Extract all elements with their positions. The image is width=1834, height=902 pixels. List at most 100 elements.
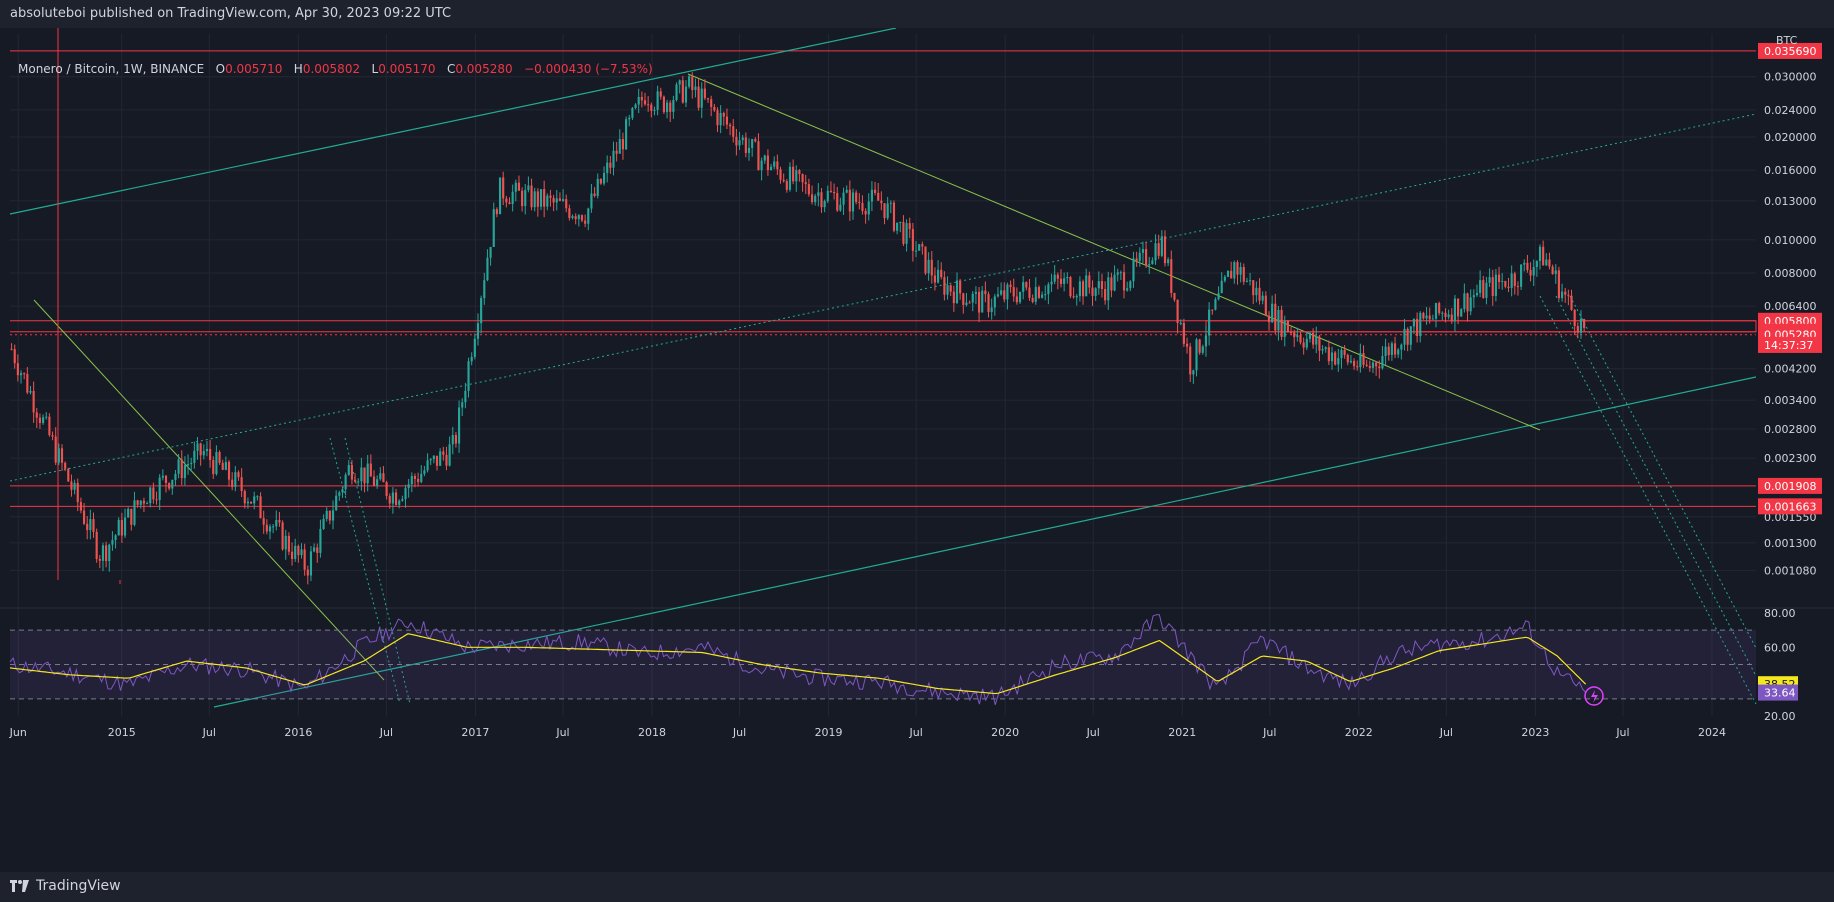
candle [1422,311,1425,320]
candle-body [918,244,921,251]
candle [703,79,706,101]
candle [864,208,867,224]
candle-body [1564,291,1567,295]
price-label-bg [1758,498,1822,515]
price-labels: 0.0356900.0058000.0053860.00528014:37:37… [1758,42,1822,701]
candle [1444,308,1447,323]
candle-body [136,500,139,505]
candle-body [700,88,703,108]
candle-body [218,452,221,463]
candle [1567,289,1570,306]
candle [1255,281,1258,303]
candle [1085,268,1088,297]
time-tick-label: 2024 [1698,726,1726,739]
candle [470,352,473,366]
chart-area[interactable]: 0.030000 0.024000 0.020000 0.016000 0.013000… [0,27,1834,872]
candle-body [508,202,511,204]
candle-body [621,139,625,150]
candle [1116,268,1119,282]
candle [631,106,634,120]
candle [1283,315,1286,347]
candle-body [782,179,785,182]
replay-icon[interactable] [1584,686,1604,706]
chart-svg[interactable]: 0.030000 0.024000 0.020000 0.016000 0.013000… [0,27,1834,872]
candle [1280,305,1283,341]
candle [89,509,92,540]
candle [1542,240,1545,266]
candle-body [1141,249,1145,253]
candle [908,217,911,239]
candle [1167,257,1170,267]
candle-body [596,178,599,196]
candle-body [139,500,142,505]
candle-body [60,448,64,463]
candle-body [275,520,278,527]
candle [268,524,272,540]
candle [810,185,814,205]
candle [1315,326,1318,354]
candle-body [29,391,32,393]
candle-body [284,535,287,550]
candle-body [1182,323,1185,344]
candle [508,197,511,205]
candle-body [703,88,706,99]
candle [1081,279,1085,305]
open-value: 0.005710 [225,62,283,76]
candle-body [829,190,833,192]
candle [1330,346,1334,370]
candle [1091,280,1094,306]
candle [788,162,792,192]
rsi-tick-label: 20.00 [1764,710,1796,723]
candle [1189,343,1192,383]
candle [1472,289,1475,308]
horizontal-levels [10,50,1756,507]
candle [896,222,899,235]
candle-body [1145,249,1148,266]
candle-body [429,459,432,461]
candle [747,138,751,161]
candle-body [1078,281,1081,297]
candle-body [625,119,628,150]
candle [284,529,287,560]
candle-body [974,291,977,294]
candle [1204,326,1208,357]
candle-body [571,216,574,218]
candle [1346,353,1349,366]
candle [51,431,54,441]
candle [1299,331,1302,345]
candle [779,166,782,184]
candle [1554,264,1557,284]
candle [29,386,32,395]
channel-mid-line [9,113,1757,482]
candle [599,178,602,185]
candle [300,543,303,559]
candle-body [899,221,902,223]
candle-body [1479,280,1482,293]
candle-body [1482,280,1485,298]
candle-body [354,479,357,482]
candle [1135,251,1138,267]
candle [609,156,612,174]
candle-body [990,307,993,313]
candle-body [278,520,281,523]
candle-body [319,528,322,553]
channel-lower-line [213,376,1757,708]
candle-body [751,139,754,148]
candle [290,542,294,566]
candle [587,207,590,231]
candle-body [360,467,363,482]
candle-body [464,390,467,403]
candle-body [1485,282,1488,298]
candle-body [309,551,313,576]
candle [543,180,546,218]
candle-body [946,285,949,295]
candle [839,197,842,212]
candle-body [199,443,202,456]
price-tick-label: 0.013000 [1764,195,1817,208]
candle-body [1501,280,1504,283]
candle-body [1469,297,1472,312]
candle [325,507,328,522]
tradingview-logo[interactable]: TradingView [10,878,121,894]
candle [738,131,741,150]
candle [313,543,316,553]
